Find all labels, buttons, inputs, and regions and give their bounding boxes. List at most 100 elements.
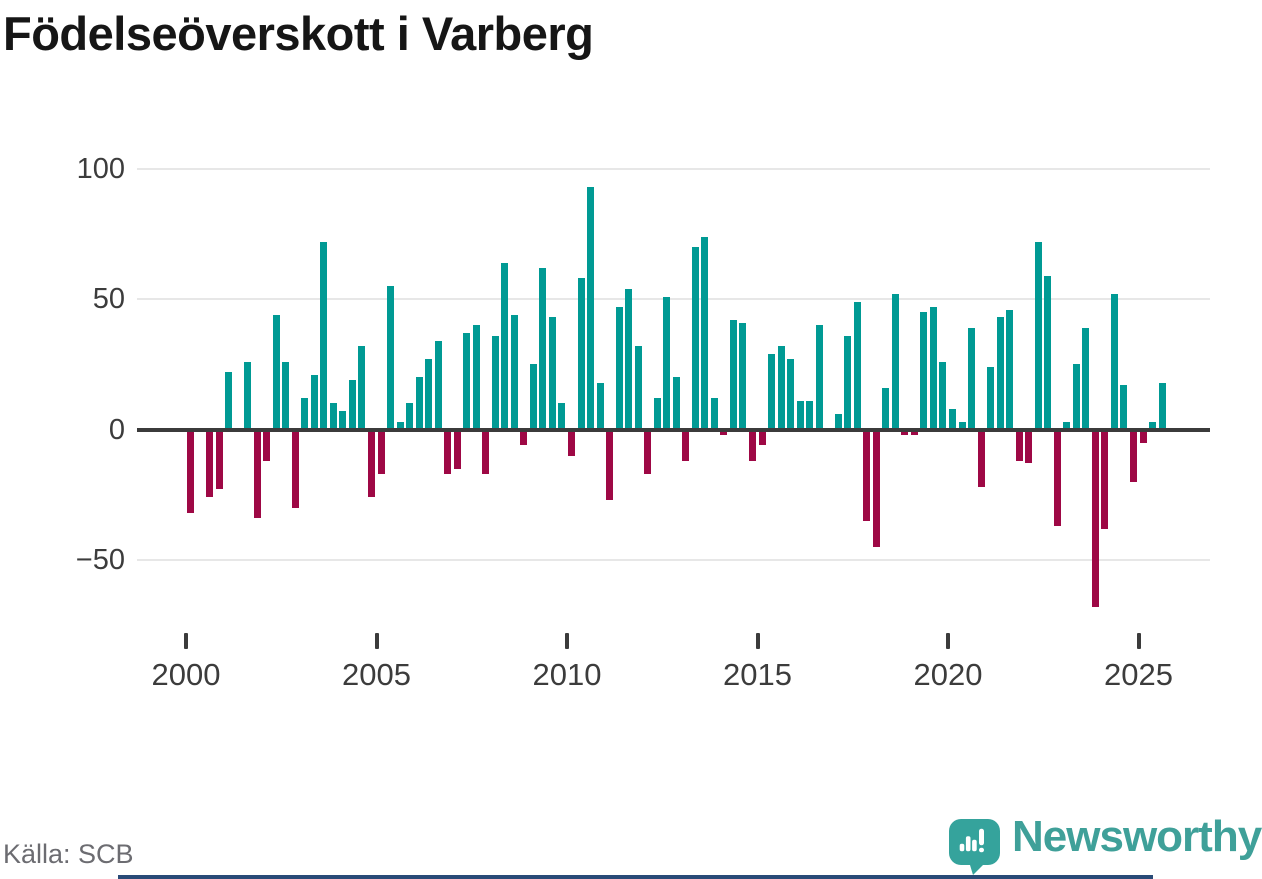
bar [406,403,414,430]
bar [1139,429,1147,443]
bar [1091,429,1099,607]
bar [806,400,814,430]
brand-wordmark: Newsworthy [1012,812,1262,861]
bar [863,429,871,521]
bar [653,398,661,430]
bar [587,187,595,430]
bar [434,340,442,430]
bar [939,361,947,430]
bar [539,267,547,430]
bar [1120,385,1128,430]
bar [225,372,233,430]
bar [615,307,623,430]
bar [529,364,537,430]
bar [1063,421,1071,430]
bar [1149,421,1157,430]
bar [358,346,366,430]
bottom-accent-bar [118,875,1153,879]
bar [748,429,756,461]
bar [558,403,566,430]
bar [453,429,461,469]
bar [701,236,709,430]
bar [596,382,604,430]
x-axis-tick-mark [946,633,950,649]
bar [710,398,718,430]
bar [520,429,528,446]
bar [568,429,575,456]
bar [263,429,271,461]
x-axis-tick-mark [755,633,760,649]
chart-title: Födelseöverskott i Varberg [3,7,594,60]
bar [891,293,899,430]
newsworthy-logo-icon [949,819,1000,875]
bar [910,429,918,435]
bar [663,296,671,430]
bar [206,429,214,498]
bar [577,278,585,430]
bar [415,377,423,430]
bar [472,325,480,430]
bar [768,353,776,430]
bar [644,429,652,474]
bar [844,335,852,430]
bar [510,314,518,430]
x-axis-tick-label: 2010 [532,657,602,692]
bar [291,429,299,508]
bar [929,307,937,430]
bar [348,379,356,430]
bar [796,400,804,430]
bar [187,429,194,513]
bar [1025,429,1033,464]
bar [834,413,842,430]
gridline [137,298,1210,301]
source-label: Källa: SCB [3,839,134,869]
bar [625,288,633,430]
x-axis-tick-label: 2000 [151,657,221,692]
bar [282,361,290,430]
bar [949,408,956,430]
bar [367,429,375,498]
bar [777,346,785,430]
bar [310,374,318,430]
bar [920,312,928,430]
bar [729,320,737,430]
bar [1110,293,1118,430]
x-axis-tick-label: 2005 [342,657,411,692]
x-axis-tick-label: 2025 [1104,657,1173,692]
bar [958,421,966,430]
x-axis-tick-mark [374,633,379,649]
x-axis-tick-label: 2020 [913,657,983,692]
bar [301,398,309,430]
bar [1101,429,1109,529]
bar [901,429,909,435]
x-axis-tick-label: 2015 [723,657,792,692]
bar [606,429,614,500]
bar [244,361,252,430]
gridline [137,167,1210,170]
y-axis-tick-label: −50 [75,543,125,576]
bar [1082,327,1090,430]
bar [872,429,880,547]
bar [1053,429,1061,526]
bar [501,262,509,430]
bar [482,429,490,474]
y-axis-tick-label: 50 [92,283,125,316]
bar [882,387,890,430]
mini-bar-2 [965,836,971,852]
bar [272,314,280,430]
bar [253,429,261,519]
bar [425,359,433,430]
bar [387,286,395,430]
bar [1006,309,1014,430]
x-axis-tick-mark [565,633,569,649]
y-axis-tick-label: 0 [108,413,125,446]
bar [215,429,223,490]
bar [329,403,337,430]
bar [1044,275,1052,430]
bar [320,241,328,430]
bar [463,333,471,430]
bar [672,377,680,430]
bar [377,429,385,474]
bar [787,359,795,430]
mini-bar-3 [972,839,977,852]
